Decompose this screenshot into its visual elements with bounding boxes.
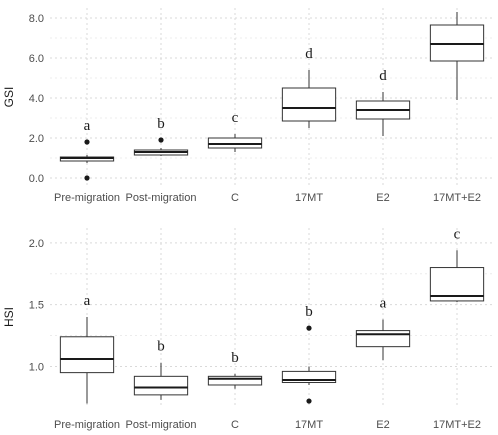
significance-letter: b (157, 116, 165, 132)
x-category-label: 17MT (295, 192, 323, 204)
box-iqr (355, 330, 411, 348)
significance-letter: b (157, 339, 165, 355)
x-category-label: Pre-migration (54, 192, 120, 204)
box-c: c (207, 110, 263, 152)
x-category-label: E2 (376, 419, 389, 431)
outlier-point (84, 139, 90, 145)
box-17mt: d (281, 46, 337, 128)
y-tick-label: 4.0 (29, 93, 44, 105)
box-e2: a (355, 295, 411, 361)
significance-letter: d (379, 68, 387, 84)
outlier-point (84, 175, 90, 181)
hsi-panel: 1.0 1.5 2.0 HSI Pre-migration Post-migration C… (2, 226, 494, 431)
x-category-label: C (231, 192, 239, 204)
x-category-label: Post-migration (126, 419, 197, 431)
outlier-point (158, 137, 164, 143)
x-category-label: 17MT (295, 419, 323, 431)
box-post-migration: b (133, 116, 189, 156)
box-iqr (281, 87, 337, 122)
y-tick-label: 8.0 (29, 13, 44, 25)
box-pre-migration: a (59, 118, 115, 181)
box-17mt: b (281, 304, 337, 404)
y-axis-title: GSI (2, 87, 16, 108)
box-iqr (133, 375, 189, 396)
box-iqr (207, 375, 263, 386)
significance-letter: c (454, 226, 461, 242)
box-e2: d (355, 68, 411, 136)
y-tick-label: 1.5 (29, 300, 44, 312)
x-category-label: 17MT+E2 (433, 192, 481, 204)
significance-letter: b (231, 350, 239, 366)
y-tick-label: 1.0 (29, 361, 44, 373)
box-17mt-e2: c (429, 226, 485, 303)
box-iqr (59, 336, 115, 374)
outlier-point (306, 398, 312, 404)
x-category-label: C (231, 419, 239, 431)
y-tick-label: 0.0 (29, 173, 44, 185)
outlier-point (306, 325, 312, 331)
box-iqr (281, 370, 337, 384)
y-tick-label: 2.0 (29, 133, 44, 145)
gsi-panel: 0.0 2.0 4.0 6.0 8.0 GSI Pre-migration Post-migr… (2, 0, 494, 204)
y-axis-title: HSI (2, 307, 16, 327)
significance-letter: c (232, 110, 239, 126)
y-tick-label: 2.0 (29, 238, 44, 250)
significance-letter: e (454, 0, 461, 4)
x-category-label: Post-migration (126, 192, 197, 204)
significance-letter: a (84, 293, 91, 309)
box-c: b (207, 350, 263, 389)
x-category-label: 17MT+E2 (433, 419, 481, 431)
box-pre-migration: a (59, 293, 115, 404)
significance-letter: a (84, 118, 91, 134)
box-post-migration: b (133, 339, 189, 400)
significance-letter: d (305, 46, 313, 62)
box-17mt-e2: e (429, 0, 485, 100)
x-category-label: E2 (376, 192, 389, 204)
significance-letter: b (305, 304, 313, 320)
x-category-label: Pre-migration (54, 419, 120, 431)
y-tick-label: 6.0 (29, 53, 44, 65)
significance-letter: a (380, 295, 387, 311)
